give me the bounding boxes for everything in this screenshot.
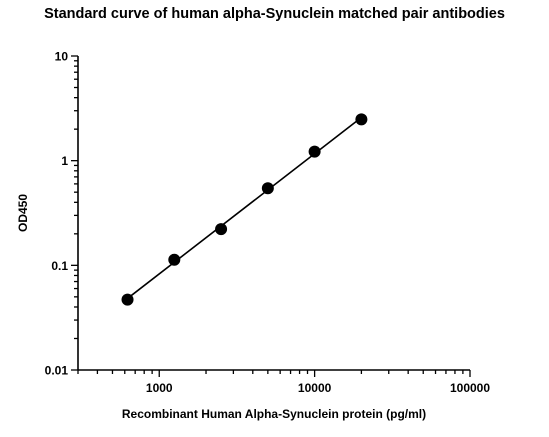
fit-line xyxy=(127,116,362,300)
x-tick-label: 10000 xyxy=(298,381,332,395)
fit-line-layer xyxy=(127,116,362,300)
y-tick-label: 0.1 xyxy=(51,259,68,273)
chart-title: Standard curve of human alpha-Synuclein … xyxy=(44,6,505,22)
data-points xyxy=(121,113,368,306)
data-point xyxy=(121,293,134,306)
data-point xyxy=(355,113,368,126)
y-tick-label: 10 xyxy=(55,50,69,64)
y-tick-label: 0.01 xyxy=(45,364,69,378)
data-point xyxy=(308,145,321,158)
x-tick-label: 100000 xyxy=(450,381,490,395)
x-axis-label: Recombinant Human Alpha-Synuclein protei… xyxy=(122,407,426,421)
y-tick-label: 1 xyxy=(61,154,68,168)
x-tick-label: 1000 xyxy=(146,381,173,395)
data-point xyxy=(261,182,274,195)
data-point xyxy=(168,253,181,266)
axes: 0.01 0.1 1 10 1000 10000 100000 Recombinant Hum… xyxy=(16,50,490,422)
data-point xyxy=(215,223,228,236)
y-axis-label: OD450 xyxy=(16,194,30,232)
